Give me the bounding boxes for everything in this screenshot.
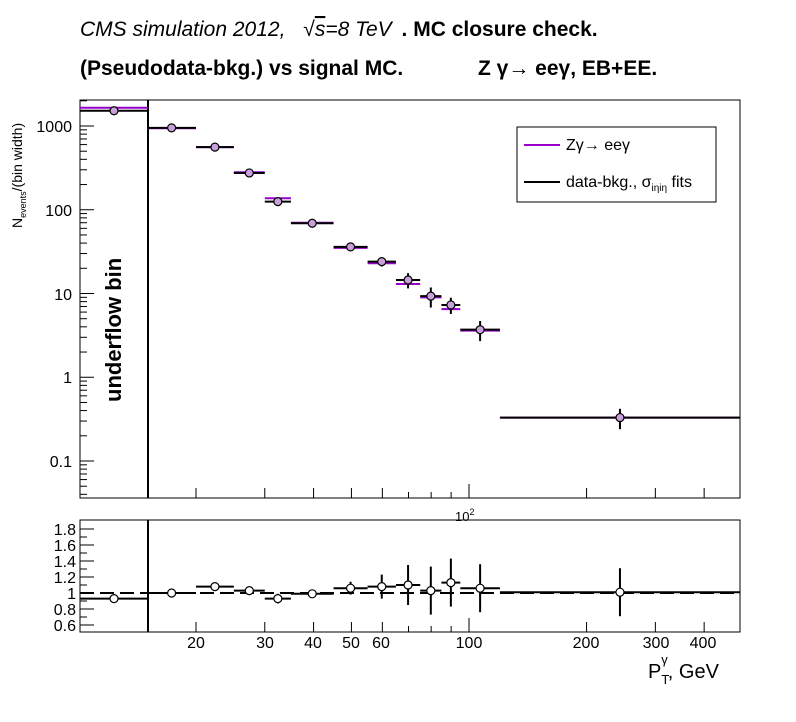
data-point	[210, 142, 220, 152]
title-energy: =8 TeV	[325, 18, 393, 41]
ratio-point	[615, 587, 625, 597]
data-point	[307, 218, 317, 228]
ratio-point	[403, 580, 413, 590]
ratio-y-tick-1.6: 1.6	[54, 538, 76, 555]
ratio-y-tick-0.8: 0.8	[54, 602, 76, 619]
ratio-data-series	[80, 558, 740, 617]
ratio-point	[273, 593, 283, 604]
sqrt-s-var: s	[315, 18, 326, 41]
title-cms-label: CMS simulation 2012,	[80, 18, 285, 41]
ratio-plot-frame	[79, 519, 741, 633]
main-y-axis-label: Nevents/(bin width)	[9, 123, 28, 228]
ratio-y-tick-marks	[80, 528, 94, 626]
x-tick-20: 20	[187, 635, 205, 652]
legend-signal-label: Zγ→ eeγ	[566, 137, 630, 154]
data-point	[615, 412, 625, 423]
x-tick-200: 200	[573, 635, 600, 652]
ratio-y-tick-1: 1	[67, 586, 76, 603]
legend-data-label: data-bkg., σiηiη fits	[566, 174, 692, 194]
ratio-point	[345, 583, 356, 593]
x-tick-100: 100	[456, 635, 483, 652]
x-tick-30: 30	[256, 635, 274, 652]
ratio-point	[109, 593, 119, 604]
title-line-2-left: (Pseudodata-bkg.) vs signal MC.	[80, 57, 403, 80]
data-point	[377, 257, 387, 267]
ratio-point	[377, 581, 387, 592]
ratio-point	[307, 589, 317, 599]
x-tick-40: 40	[304, 635, 322, 652]
y-tick-100: 100	[45, 203, 72, 220]
legend-data-text: data-bkg., σ	[566, 174, 652, 191]
x-tick-label-100-main: 102	[455, 507, 474, 524]
legend-data-suffix: fits	[667, 174, 692, 191]
data-point	[446, 300, 456, 310]
ratio-point	[210, 581, 220, 592]
x-tick-300: 300	[643, 635, 670, 652]
title-closure: . MC closure check.	[402, 18, 598, 41]
ratio-point	[446, 577, 456, 588]
underflow-bin-label: underflow bin	[101, 258, 126, 402]
ratio-y-ticks: 1.8 1.6 1.4 1.2 1 0.8 0.6	[54, 522, 76, 635]
data-point	[244, 168, 254, 178]
title-line-2-right: Z γ→ eeγ, EB+EE.	[478, 57, 657, 80]
data-point	[345, 242, 356, 252]
main-plot-frame	[79, 99, 741, 499]
data-point	[109, 106, 119, 116]
ratio-y-tick-1.4: 1.4	[54, 554, 76, 571]
main-y-ticks: 1000 100 10 1 0.1	[36, 119, 72, 471]
ratio-point	[475, 583, 485, 593]
data-point	[475, 325, 485, 335]
x-tick-60: 60	[372, 635, 390, 652]
y-tick-1000: 1000	[36, 119, 72, 136]
y-tick-0.1: 0.1	[50, 454, 72, 471]
ratio-y-tick-0.6: 0.6	[54, 618, 76, 635]
legend-data-subscript: iηiη	[651, 183, 667, 194]
legend: Zγ→ eeγ data-bkg., σiηiη fits	[516, 126, 717, 203]
x-tick-400: 400	[690, 635, 717, 652]
ratio-y-tick-1.8: 1.8	[54, 522, 76, 539]
y-tick-10: 10	[54, 287, 72, 304]
ratio-point	[167, 588, 177, 598]
ratio-point	[244, 585, 254, 596]
legend-box	[516, 126, 717, 203]
ratio-y-tick-1.2: 1.2	[54, 570, 76, 587]
data-point	[426, 291, 436, 301]
sqrt-symbol: √	[303, 18, 315, 41]
data-point	[167, 123, 177, 133]
y-tick-1: 1	[63, 370, 72, 387]
ratio-point	[426, 585, 436, 596]
data-point	[403, 275, 413, 285]
main-data-series	[80, 106, 740, 430]
main-y-tick-marks	[80, 100, 94, 495]
title-line-1: CMS simulation 2012, √s=8 TeV . MC closu…	[80, 18, 598, 41]
x-tick-marks	[195, 484, 705, 632]
data-point	[273, 197, 283, 207]
ratio-x-ticks: 20 30 40 50 60 100 200 300 400	[187, 635, 716, 652]
x-tick-50: 50	[342, 635, 360, 652]
x-axis-label: PTγ, GeV	[648, 652, 720, 687]
